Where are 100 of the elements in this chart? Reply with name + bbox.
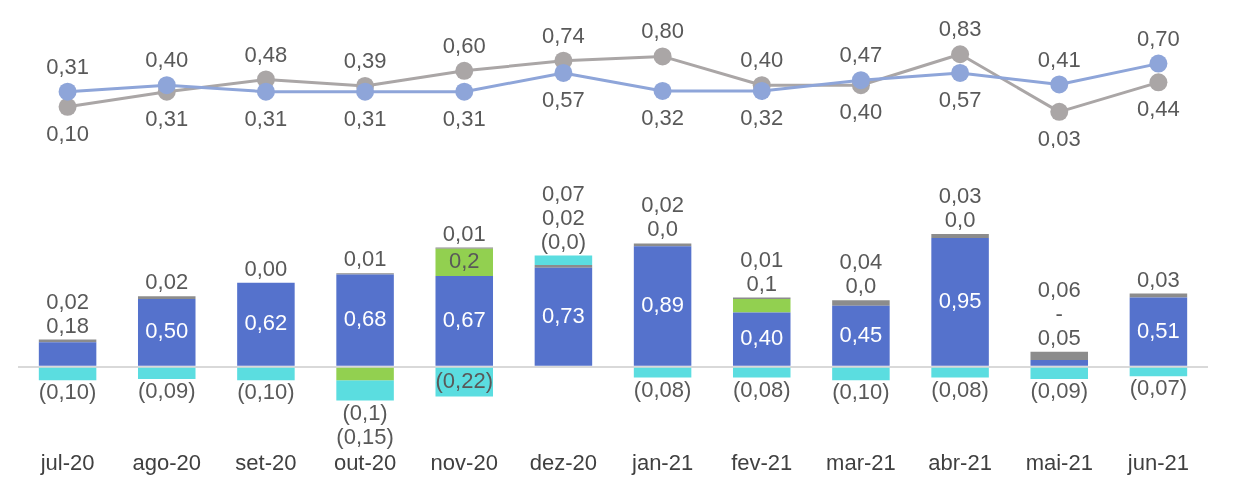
data-label: (0,09) [138,377,196,403]
bar [832,300,890,306]
data-label: 0,02 [641,192,684,218]
data-label: 0,31 [442,105,486,131]
bar [336,380,394,401]
data-label: (0,07) [1129,375,1188,401]
x-tick-label: mai-21 [1025,449,1093,475]
data-label: 0,41 [1037,46,1081,72]
bar [137,298,196,366]
data-label: 0,32 [740,105,784,131]
data-label: 0,68 [343,306,387,332]
x-tick-label: out-20 [333,449,397,475]
data-label: 0,70 [1137,25,1180,51]
point [256,82,275,101]
data-label: 0,80 [641,18,684,44]
bar [732,312,791,366]
bar [931,367,989,378]
x-tick-label: fev-21 [731,449,793,475]
data-label: 0,02 [46,288,89,314]
bar [1030,359,1089,366]
data-label: 0,01 [740,246,784,272]
data-label: 0,40 [145,47,189,73]
point [653,47,672,66]
data-label: 0,2 [448,248,480,274]
data-label: (0,08) [931,376,989,402]
point [951,45,970,64]
bar [534,265,593,268]
data-label: 0,10 [46,120,89,146]
point [752,81,771,100]
bar [1129,297,1188,366]
bar [832,367,890,381]
point [951,63,970,82]
data-label: 0,31 [343,105,387,131]
bar [38,367,97,381]
data-label: 0,89 [641,291,684,317]
point [851,71,870,90]
bar [237,282,295,366]
bar [435,275,494,366]
data-label: (0,09) [1030,377,1088,403]
data-label: 0,04 [839,249,883,275]
data-label: 0,57 [938,87,982,113]
data-label: 0,50 [145,318,189,344]
x-tick-label: jun-21 [1126,449,1189,475]
bar [137,367,196,379]
data-label: 0,44 [1137,96,1180,122]
bar [633,243,692,247]
point [455,82,474,101]
data-label: (0,08) [733,376,791,402]
bar [1129,367,1188,377]
bar [633,246,692,366]
x-tick-label: mar-21 [826,449,896,475]
point [356,82,375,101]
bar [336,274,394,366]
data-label: 0,74 [542,22,585,48]
data-label: 0,95 [938,287,982,313]
point [58,97,77,116]
bar [38,342,97,366]
data-label: 0,00 [244,255,288,281]
point [554,63,573,82]
data-label: 0,39 [343,47,387,73]
data-label: - [1055,300,1063,326]
data-label: 0,51 [1137,317,1180,343]
data-label: 0,31 [46,53,89,79]
point [1050,102,1069,121]
bar [237,367,295,381]
data-label: 0,67 [442,306,486,332]
point [58,82,77,101]
data-label: 0,83 [938,16,982,42]
x-tick-label: ago-20 [132,449,202,475]
x-tick-label: abr-21 [928,449,992,475]
data-label: 0,45 [839,321,883,347]
bar [633,367,692,378]
bar [732,367,791,378]
x-tick-label: jul-20 [39,449,95,475]
data-label: 0,40 [740,325,784,351]
data-label: 0,05 [1037,324,1081,350]
point [455,61,474,80]
x-tick-label: jan-21 [631,449,694,475]
bar [534,255,593,266]
point [1050,75,1069,94]
data-label: 0,40 [839,99,883,125]
x-tick-label: nov-20 [430,449,498,475]
bar [732,298,791,313]
data-label: 0,18 [46,312,89,338]
data-label: (0,08) [633,376,692,402]
data-label: (0,22) [435,368,493,394]
x-tick-label: dez-20 [529,449,598,475]
data-label: 0,73 [542,302,585,328]
data-label: 0,07 [542,180,585,206]
bar [931,233,989,238]
data-label: 0,03 [1137,266,1180,292]
bar [137,296,196,299]
data-label: (0,0) [540,228,587,254]
data-label: 0,03 [1037,125,1081,151]
data-label: 0,31 [145,105,189,131]
bar [931,238,989,366]
data-label: 0,01 [343,246,387,272]
data-label: (0,10) [237,379,295,405]
point [1149,54,1168,73]
data-label: 0,40 [740,47,784,73]
